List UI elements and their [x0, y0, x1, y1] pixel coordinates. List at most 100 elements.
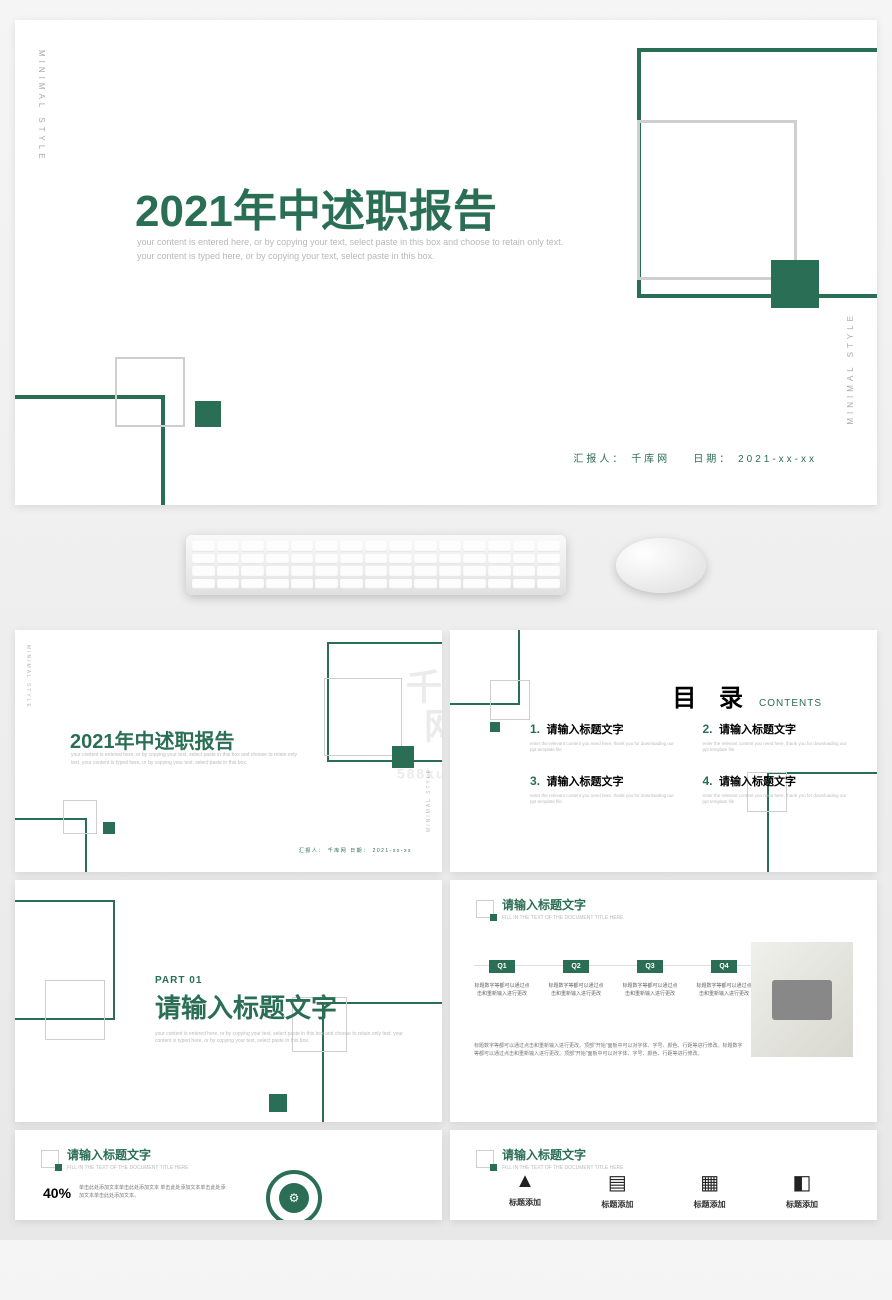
percent-desc: 单击此处添加文本单击此处添加文本 单击此处添加文本单击此处添加文本单击此处添加文… [79, 1185, 229, 1200]
vt-label: MINIMAL STYLE [25, 645, 31, 709]
q-desc: 标题数字等都可以通过点击和重新输入进行更改 [696, 983, 752, 998]
toc-heading: 目 录 CONTENTS [672, 678, 822, 713]
icon-caption: 标题添加 [582, 1199, 652, 1210]
icon-col: ▦ 标题添加 [675, 1170, 745, 1210]
slide-head: 请输入标题文字 FILL IN THE TEXT OF THE DOCUMENT… [476, 1146, 624, 1171]
part-main: 请输入标题文字 [155, 988, 405, 1025]
reporter-label: 汇报人： [573, 454, 625, 465]
thumb-footer: 汇报人： 千库网 日期： 2021-xx-xx [299, 847, 412, 854]
icon-row: ▲ 标题添加 ▤ 标题添加 ▦ 标题添加 ◧ 标题添加 [490, 1170, 837, 1210]
icon-caption: 标题添加 [675, 1199, 745, 1210]
keyboard-icon: for(let i=0;i<60;i++)document.write('<di… [186, 535, 566, 595]
vertical-label-left: MINIMAL STYLE [37, 50, 46, 163]
toc-desc: enter the relevant content you need here… [530, 741, 678, 754]
slide-head: 请输入标题文字 FILL IN THE TEXT OF THE DOCUMENT… [41, 1146, 189, 1171]
deco [103, 822, 115, 834]
deco [63, 800, 97, 834]
main-slide: MINIMAL STYLE MINIMAL STYLE 2021年中述职报告 y… [15, 20, 877, 505]
deco [392, 746, 414, 768]
peripherals-row: for(let i=0;i<60;i++)document.write('<di… [15, 535, 877, 595]
head-icon: .slide-head .sq::after{background:#2a6e5… [476, 900, 494, 918]
chart-icon: ◧ [767, 1170, 837, 1195]
percent-row: 40% 单击此处添加文本单击此处添加文本 单击此处添加文本单击此处添加文本单击此… [43, 1185, 229, 1201]
mouse-icon [616, 538, 706, 593]
quarter-row: Q1 标题数字等都可以通过点击和重新输入进行更改 Q2 标题数字等都可以通过点击… [474, 955, 752, 998]
thumb-grid: MINIMAL STYLE MINIMAL STYLE 2021年中述职报告 y… [15, 630, 877, 1220]
board-icon: ▤ [582, 1170, 652, 1195]
deco-top-right-grey [637, 120, 797, 280]
deco-bottom-left-fill [195, 401, 221, 427]
thumb-part-slide: PART 01 请输入标题文字 your content is entered … [15, 880, 442, 1122]
quarter-col: Q4 标题数字等都可以通过点击和重新输入进行更改 [696, 955, 752, 998]
toc-h2: CONTENTS [759, 698, 822, 709]
head-title: 请输入标题文字 [502, 1146, 624, 1163]
part-sub: your content is entered here, or by copy… [155, 1031, 405, 1045]
q-box: Q4 [711, 960, 736, 973]
document-icon: ▦ [675, 1170, 745, 1195]
toc-item: 4. 请输入标题文字 enter the relevant content yo… [703, 772, 851, 806]
date-value: 2021-xx-xx [738, 454, 817, 465]
head-title: 请输入标题文字 [67, 1146, 189, 1163]
q-desc: 标题数字等都可以通过点击和重新输入进行更改 [474, 983, 530, 998]
toc-title: 请输入标题文字 [546, 776, 623, 788]
deco [490, 680, 530, 720]
toc-h1: 目 录 [672, 678, 751, 713]
head-icon [476, 1150, 494, 1168]
q-box: Q3 [637, 960, 662, 973]
thumb-icons-slide: 请输入标题文字 FILL IN THE TEXT OF THE DOCUMENT… [450, 1130, 877, 1220]
thumb-title-slide: MINIMAL STYLE MINIMAL STYLE 2021年中述职报告 y… [15, 630, 442, 872]
thumb-toc-slide: 目 录 CONTENTS 1. 请输入标题文字 enter the releva… [450, 630, 877, 872]
icon-col: ▲ 标题添加 [490, 1170, 560, 1210]
image-placeholder [751, 942, 853, 1057]
toc-num: 4. [703, 774, 713, 788]
deco [490, 722, 500, 732]
thumb-quarters-slide: .slide-head .sq::after{background:#2a6e5… [450, 880, 877, 1122]
q-box: Q2 [563, 960, 588, 973]
head-sub: FILL IN THE TEXT OF THE DOCUMENT TITLE H… [67, 1165, 189, 1171]
quarter-col: Q1 标题数字等都可以通过点击和重新输入进行更改 [474, 955, 530, 998]
person-icon: ▲ [490, 1170, 560, 1193]
deco [269, 1094, 287, 1112]
gear-icon: ⚙ [279, 1183, 309, 1213]
head-sub: FILL IN THE TEXT OF THE DOCUMENT TITLE H… [502, 915, 624, 921]
q-desc: 标题数字等都可以通过点击和重新输入进行更改 [548, 983, 604, 998]
date-label: 日期： [693, 454, 732, 465]
thumb-sub: your content is entered here, or by copy… [71, 752, 301, 767]
toc-item: 3. 请输入标题文字 enter the relevant content yo… [530, 772, 678, 806]
quarter-col: Q2 标题数字等都可以通过点击和重新输入进行更改 [548, 955, 604, 998]
toc-desc: enter the relevant content you need here… [703, 793, 851, 806]
icon-col: ◧ 标题添加 [767, 1170, 837, 1210]
toc-item: 1. 请输入标题文字 enter the relevant content yo… [530, 720, 678, 754]
toc-num: 2. [703, 722, 713, 736]
thumb-percent-slide: 请输入标题文字 FILL IN THE TEXT OF THE DOCUMENT… [15, 1130, 442, 1220]
vt-label: MINIMAL STYLE [426, 768, 432, 832]
q-desc: 标题数字等都可以通过点击和重新输入进行更改 [622, 983, 678, 998]
head-title: 请输入标题文字 [502, 896, 624, 913]
vertical-label-right: MINIMAL STYLE [846, 312, 855, 425]
main-footer: 汇报人： 千库网 日期： 2021-xx-xx [573, 450, 817, 465]
quarter-note: 标题数字等都可以通过点击和重新输入进行更改。顶部"开始"面板中可以对字体、字号、… [474, 1042, 744, 1058]
percent-value: 40% [43, 1185, 71, 1201]
toc-desc: enter the relevant content you need here… [530, 793, 678, 806]
toc-title: 请输入标题文字 [546, 724, 623, 736]
option-ring: ⚙ OPTION 02 [266, 1170, 322, 1220]
toc-num: 3. [530, 774, 540, 788]
head-icon [41, 1150, 59, 1168]
quarter-col: Q3 标题数字等都可以通过点击和重新输入进行更改 [622, 955, 678, 998]
toc-title: 请输入标题文字 [719, 776, 796, 788]
reporter-name: 千库网 [631, 454, 670, 465]
toc-title: 请输入标题文字 [719, 724, 796, 736]
thumb-title: 2021年中述职报告 [70, 725, 235, 754]
deco [324, 678, 402, 756]
icon-caption: 标题添加 [767, 1199, 837, 1210]
part-label: PART 01 [155, 975, 405, 986]
toc-grid: 1. 请输入标题文字 enter the relevant content yo… [530, 720, 850, 805]
deco-top-right-fill [771, 260, 819, 308]
toc-num: 1. [530, 722, 540, 736]
icon-caption: 标题添加 [490, 1197, 560, 1208]
q-box: Q1 [489, 960, 514, 973]
icon-col: ▤ 标题添加 [582, 1170, 652, 1210]
deco [45, 980, 105, 1040]
part-title-block: PART 01 请输入标题文字 your content is entered … [155, 975, 405, 1045]
deco-bottom-left-grey [115, 357, 185, 427]
